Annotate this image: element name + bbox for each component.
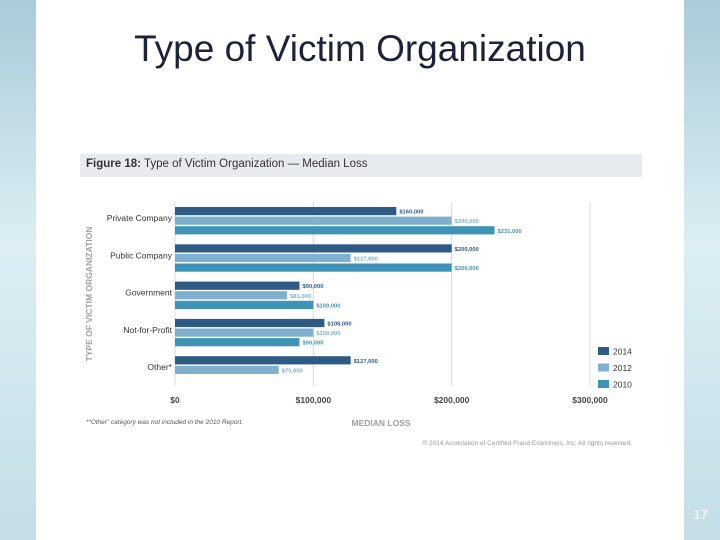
bar-value-label: $200,000	[455, 266, 479, 272]
category-label: Other*	[147, 362, 172, 372]
bar-value-label: $108,000	[327, 322, 351, 328]
bars	[175, 207, 495, 374]
bar	[175, 263, 452, 272]
bar	[175, 216, 452, 225]
bar-value-label: $100,000	[316, 303, 340, 309]
bar-value-label: $100,000	[316, 331, 340, 337]
bar-value-label: $160,000	[399, 210, 423, 216]
bar-value-label: $127,000	[354, 257, 378, 263]
legend-swatch	[598, 363, 609, 372]
figure-header: Figure 18: Type of Victim Organization —…	[80, 154, 642, 177]
bar-value-label: $231,000	[498, 229, 522, 235]
y-axis-label: TYPE OF VICTIM ORGANIZATION	[84, 227, 94, 362]
category-label: Not-for-Profit	[123, 325, 172, 335]
bar-value-label: $90,000	[303, 341, 324, 347]
bar-value-labels: $160,000 $200,000 $231,000 $200,000 $127,000…	[282, 210, 522, 375]
category-label: Private Company	[107, 213, 173, 223]
bar	[175, 328, 314, 337]
x-axis-label: MEDIAN LOSS	[351, 418, 410, 428]
slide-title: Type of Victim Organization	[134, 28, 586, 69]
bar-value-label: $75,000	[282, 368, 303, 374]
figure-label: Figure 18:	[86, 158, 141, 170]
bar-value-label: $90,000	[303, 284, 324, 290]
bar-value-label: $81,000	[290, 294, 311, 300]
bar	[175, 244, 452, 253]
legend-swatch	[598, 347, 609, 355]
x-tick-label: $100,000	[296, 395, 332, 405]
category-label: Public Company	[110, 250, 173, 260]
bar	[175, 281, 300, 290]
bar	[175, 365, 279, 374]
category-labels: Private Company Public Company Government N…	[107, 213, 173, 372]
page-number: 17	[693, 507, 708, 522]
right-decorative-bar	[684, 0, 720, 540]
bar-value-label: $200,000	[455, 219, 479, 225]
bar	[175, 291, 288, 300]
figure-panel: Figure 18: Type of Victim Organization —…	[80, 154, 642, 454]
legend-swatch	[598, 380, 609, 388]
legend-label: 2012	[613, 363, 632, 373]
legend-label: 2014	[613, 347, 632, 357]
bar-chart: $160,000 $200,000 $231,000 $200,000 $127,000…	[84, 202, 632, 447]
figure-title: Type of Victim Organization — Median Los…	[143, 158, 368, 170]
category-label: Government	[125, 288, 172, 298]
bar-value-label: $200,000	[455, 247, 479, 253]
x-tick-label: $0	[170, 395, 180, 405]
bar	[175, 338, 300, 347]
bar	[175, 356, 351, 365]
bar	[175, 300, 314, 309]
x-tick-label: $200,000	[434, 395, 470, 405]
copyright: © 2014 Association of Certified Fraud Ex…	[422, 439, 632, 447]
bar-value-label: $127,000	[354, 359, 378, 365]
legend-label: 2010	[613, 380, 632, 390]
legend: 2014 2012 2010	[598, 347, 632, 390]
footnote: *“Other” category was not included in th…	[86, 419, 243, 426]
bar	[175, 207, 397, 216]
bar	[175, 253, 351, 263]
x-tick-label: $300,000	[572, 395, 608, 405]
x-tick-labels: $0 $100,000 $200,000 $300,000	[170, 395, 608, 405]
left-decorative-bar	[0, 0, 36, 540]
bar	[175, 318, 325, 328]
figure-caption: Figure 18: Type of Victim Organization —…	[86, 158, 367, 170]
bar	[175, 226, 495, 235]
